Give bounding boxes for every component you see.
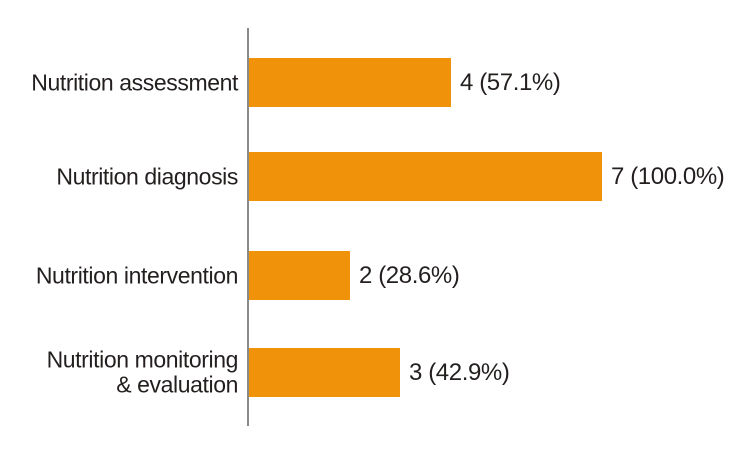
bar-row: Nutrition assessment 4 (57.1%) (0, 58, 738, 107)
value-label: 2 (28.6%) (359, 262, 460, 290)
value-label: 7 (100.0%) (611, 163, 725, 191)
bar-row: Nutrition intervention 2 (28.6%) (0, 251, 738, 300)
category-label: Nutrition monitoring & evaluation (46, 346, 239, 398)
bar (249, 348, 400, 397)
category-label: Nutrition diagnosis (56, 162, 238, 189)
bar-row: Nutrition diagnosis 7 (100.0%) (0, 152, 738, 201)
y-axis-line (247, 28, 249, 426)
category-label: Nutrition intervention (35, 261, 239, 288)
value-label: 4 (57.1%) (460, 69, 561, 97)
bar (249, 251, 350, 300)
bar (249, 58, 451, 107)
value-label: 3 (42.9%) (409, 359, 510, 387)
category-label: Nutrition assessment (31, 68, 238, 95)
bar (249, 152, 602, 201)
bar-row: Nutrition monitoring & evaluation 3 (42.… (0, 346, 738, 398)
